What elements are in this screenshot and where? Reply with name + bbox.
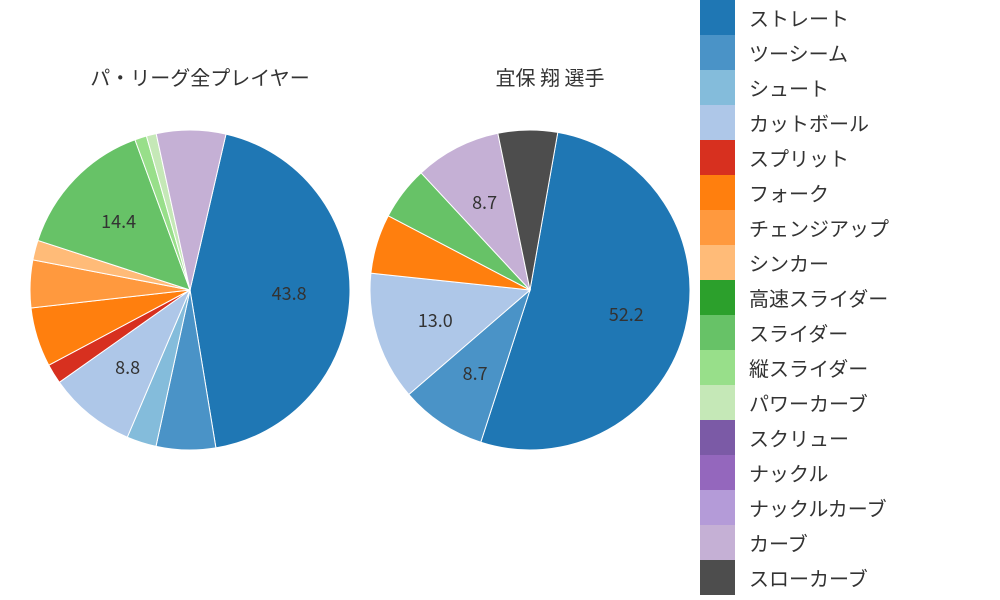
- legend-label: ストレート: [749, 3, 849, 32]
- legend-label: ツーシーム: [749, 38, 848, 67]
- legend-item-curve: カーブ: [700, 525, 990, 560]
- legend-label: スローカーブ: [749, 563, 868, 592]
- legend-item-power_curve: パワーカーブ: [700, 385, 990, 420]
- legend-swatch: [700, 315, 735, 350]
- legend-label: シュート: [749, 73, 829, 102]
- legend-swatch: [700, 0, 735, 35]
- legend-item-changeup: チェンジアップ: [700, 210, 990, 245]
- legend-item-fork: フォーク: [700, 175, 990, 210]
- legend-swatch: [700, 140, 735, 175]
- legend-swatch: [700, 560, 735, 595]
- legend-item-knuckle_curve: ナックルカーブ: [700, 490, 990, 525]
- legend-label: スクリュー: [749, 423, 849, 452]
- legend-swatch: [700, 35, 735, 70]
- legend-label: 高速スライダー: [749, 283, 888, 312]
- legend: ストレートツーシームシュートカットボールスプリットフォークチェンジアップシンカー…: [700, 0, 990, 595]
- legend-swatch: [700, 525, 735, 560]
- legend-item-split: スプリット: [700, 140, 990, 175]
- legend-swatch: [700, 455, 735, 490]
- legend-swatch: [700, 245, 735, 280]
- legend-label: ナックル: [749, 458, 828, 487]
- legend-item-knuckle: ナックル: [700, 455, 990, 490]
- legend-swatch: [700, 70, 735, 105]
- legend-item-shoot: シュート: [700, 70, 990, 105]
- legend-label: ナックルカーブ: [749, 493, 887, 522]
- legend-label: カットボール: [749, 108, 869, 137]
- legend-swatch: [700, 280, 735, 315]
- legend-item-sinker: シンカー: [700, 245, 990, 280]
- legend-swatch: [700, 105, 735, 140]
- legend-item-slow_curve: スローカーブ: [700, 560, 990, 595]
- legend-label: 縦スライダー: [749, 353, 868, 382]
- legend-swatch: [700, 420, 735, 455]
- legend-item-slider: スライダー: [700, 315, 990, 350]
- chart-stage: パ・リーグ全プレイヤー43.88.814.4宜保 翔 選手52.28.713.0…: [0, 0, 1000, 600]
- legend-swatch: [700, 175, 735, 210]
- legend-swatch: [700, 490, 735, 525]
- legend-label: スライダー: [749, 318, 848, 347]
- legend-item-cutball: カットボール: [700, 105, 990, 140]
- legend-swatch: [700, 385, 735, 420]
- legend-label: チェンジアップ: [749, 213, 889, 242]
- legend-label: スプリット: [749, 143, 849, 172]
- legend-label: フォーク: [749, 178, 829, 207]
- legend-label: シンカー: [749, 248, 829, 277]
- legend-swatch: [700, 350, 735, 385]
- legend-item-fast_slider: 高速スライダー: [700, 280, 990, 315]
- legend-item-screw: スクリュー: [700, 420, 990, 455]
- legend-item-two_seam: ツーシーム: [700, 35, 990, 70]
- legend-item-straight: ストレート: [700, 0, 990, 35]
- legend-label: カーブ: [749, 528, 808, 557]
- legend-swatch: [700, 210, 735, 245]
- legend-label: パワーカーブ: [749, 388, 868, 417]
- legend-item-v_slider: 縦スライダー: [700, 350, 990, 385]
